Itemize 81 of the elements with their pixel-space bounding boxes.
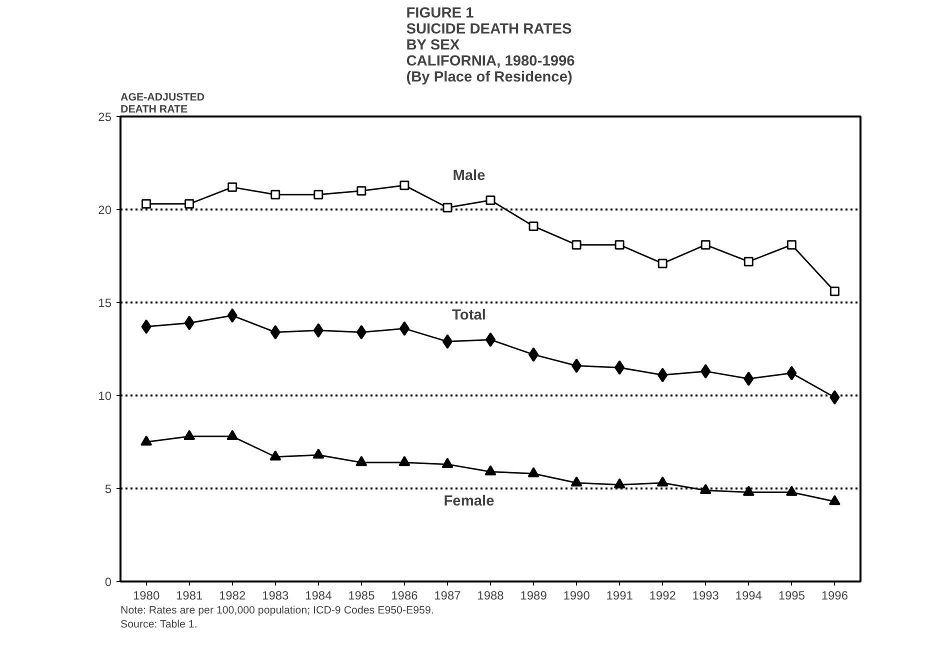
y-tick-label: 5 [104,482,112,496]
point [270,450,282,461]
text: Note: Rates are per 100,000 population; ICD-9 Codes E950-E959. [120,604,434,616]
y-tick-label: 20 [98,203,112,217]
x-tick-label: 1980 [132,588,160,602]
x-tick-label: 1988 [477,588,504,602]
x-tick-label: 1987 [434,588,462,602]
chart-title: FIGURE 1 SUICIDE DEATH RATES BY SEX CALIFORNIA, 1980-1996 (By Place of Residence) [406,6,575,86]
point [270,190,280,200]
point [226,430,238,440]
point [228,182,238,192]
x-tick-label: 1985 [348,588,376,602]
x-tick-label: 1991 [606,588,634,602]
x-tick-label: 1992 [649,588,676,602]
point [572,240,582,250]
point [356,186,366,196]
x-tick-label: 1993 [692,588,720,602]
point [141,319,152,334]
x-tick-label: 1989 [520,588,548,602]
point [786,366,797,380]
point [614,478,626,488]
point [528,221,538,231]
source-note: Source: Table 1. [120,618,198,630]
point [356,456,368,466]
point [830,286,840,296]
y-tick-label: 15 [98,296,112,310]
point [828,494,840,506]
point [830,390,840,405]
series-label: Male [452,168,486,184]
series-label: Female [444,494,494,510]
point [570,476,582,487]
point [614,240,624,250]
point [700,364,711,379]
x-tick-label: 1990 [563,588,590,602]
point [184,430,196,440]
point [227,308,238,323]
y-axis-title: AGE-ADJUSTED DEATH RATE [120,92,205,116]
point [658,368,668,382]
point [184,316,194,330]
y-tick-label: 25 [98,110,112,124]
y-tick-label: 10 [98,389,112,403]
point [700,484,712,494]
point [528,347,539,362]
point [485,332,496,347]
point [442,458,454,468]
point [140,435,152,446]
point [700,240,710,250]
point [356,325,367,340]
x-tick-label: 1983 [262,588,290,602]
x-tick-label: 1984 [305,588,332,602]
point [270,325,280,340]
x-tick-label: 1995 [778,588,806,602]
point [442,334,453,349]
point [484,465,496,476]
point [442,202,452,212]
point [528,467,540,478]
point [656,476,668,487]
point [399,321,410,336]
point [786,486,798,496]
point [786,240,796,250]
point [658,258,668,268]
point [744,372,754,386]
x-tick-label: 1994 [735,588,762,602]
x-tick-label: 1986 [391,588,418,602]
point [486,195,496,205]
point [313,323,324,338]
point [398,456,410,466]
y-tick-label: 0 [104,575,112,589]
point [614,360,625,375]
series-label: Total [452,308,486,324]
point [571,358,582,373]
point [142,199,152,209]
x-tick-label: 1996 [821,588,848,602]
point [742,486,754,496]
x-tick-label: 1981 [176,588,204,602]
x-tick-label: 1982 [219,588,246,602]
point [744,256,754,266]
point [314,190,324,200]
point [312,448,324,459]
point [184,199,194,209]
point [400,180,410,190]
